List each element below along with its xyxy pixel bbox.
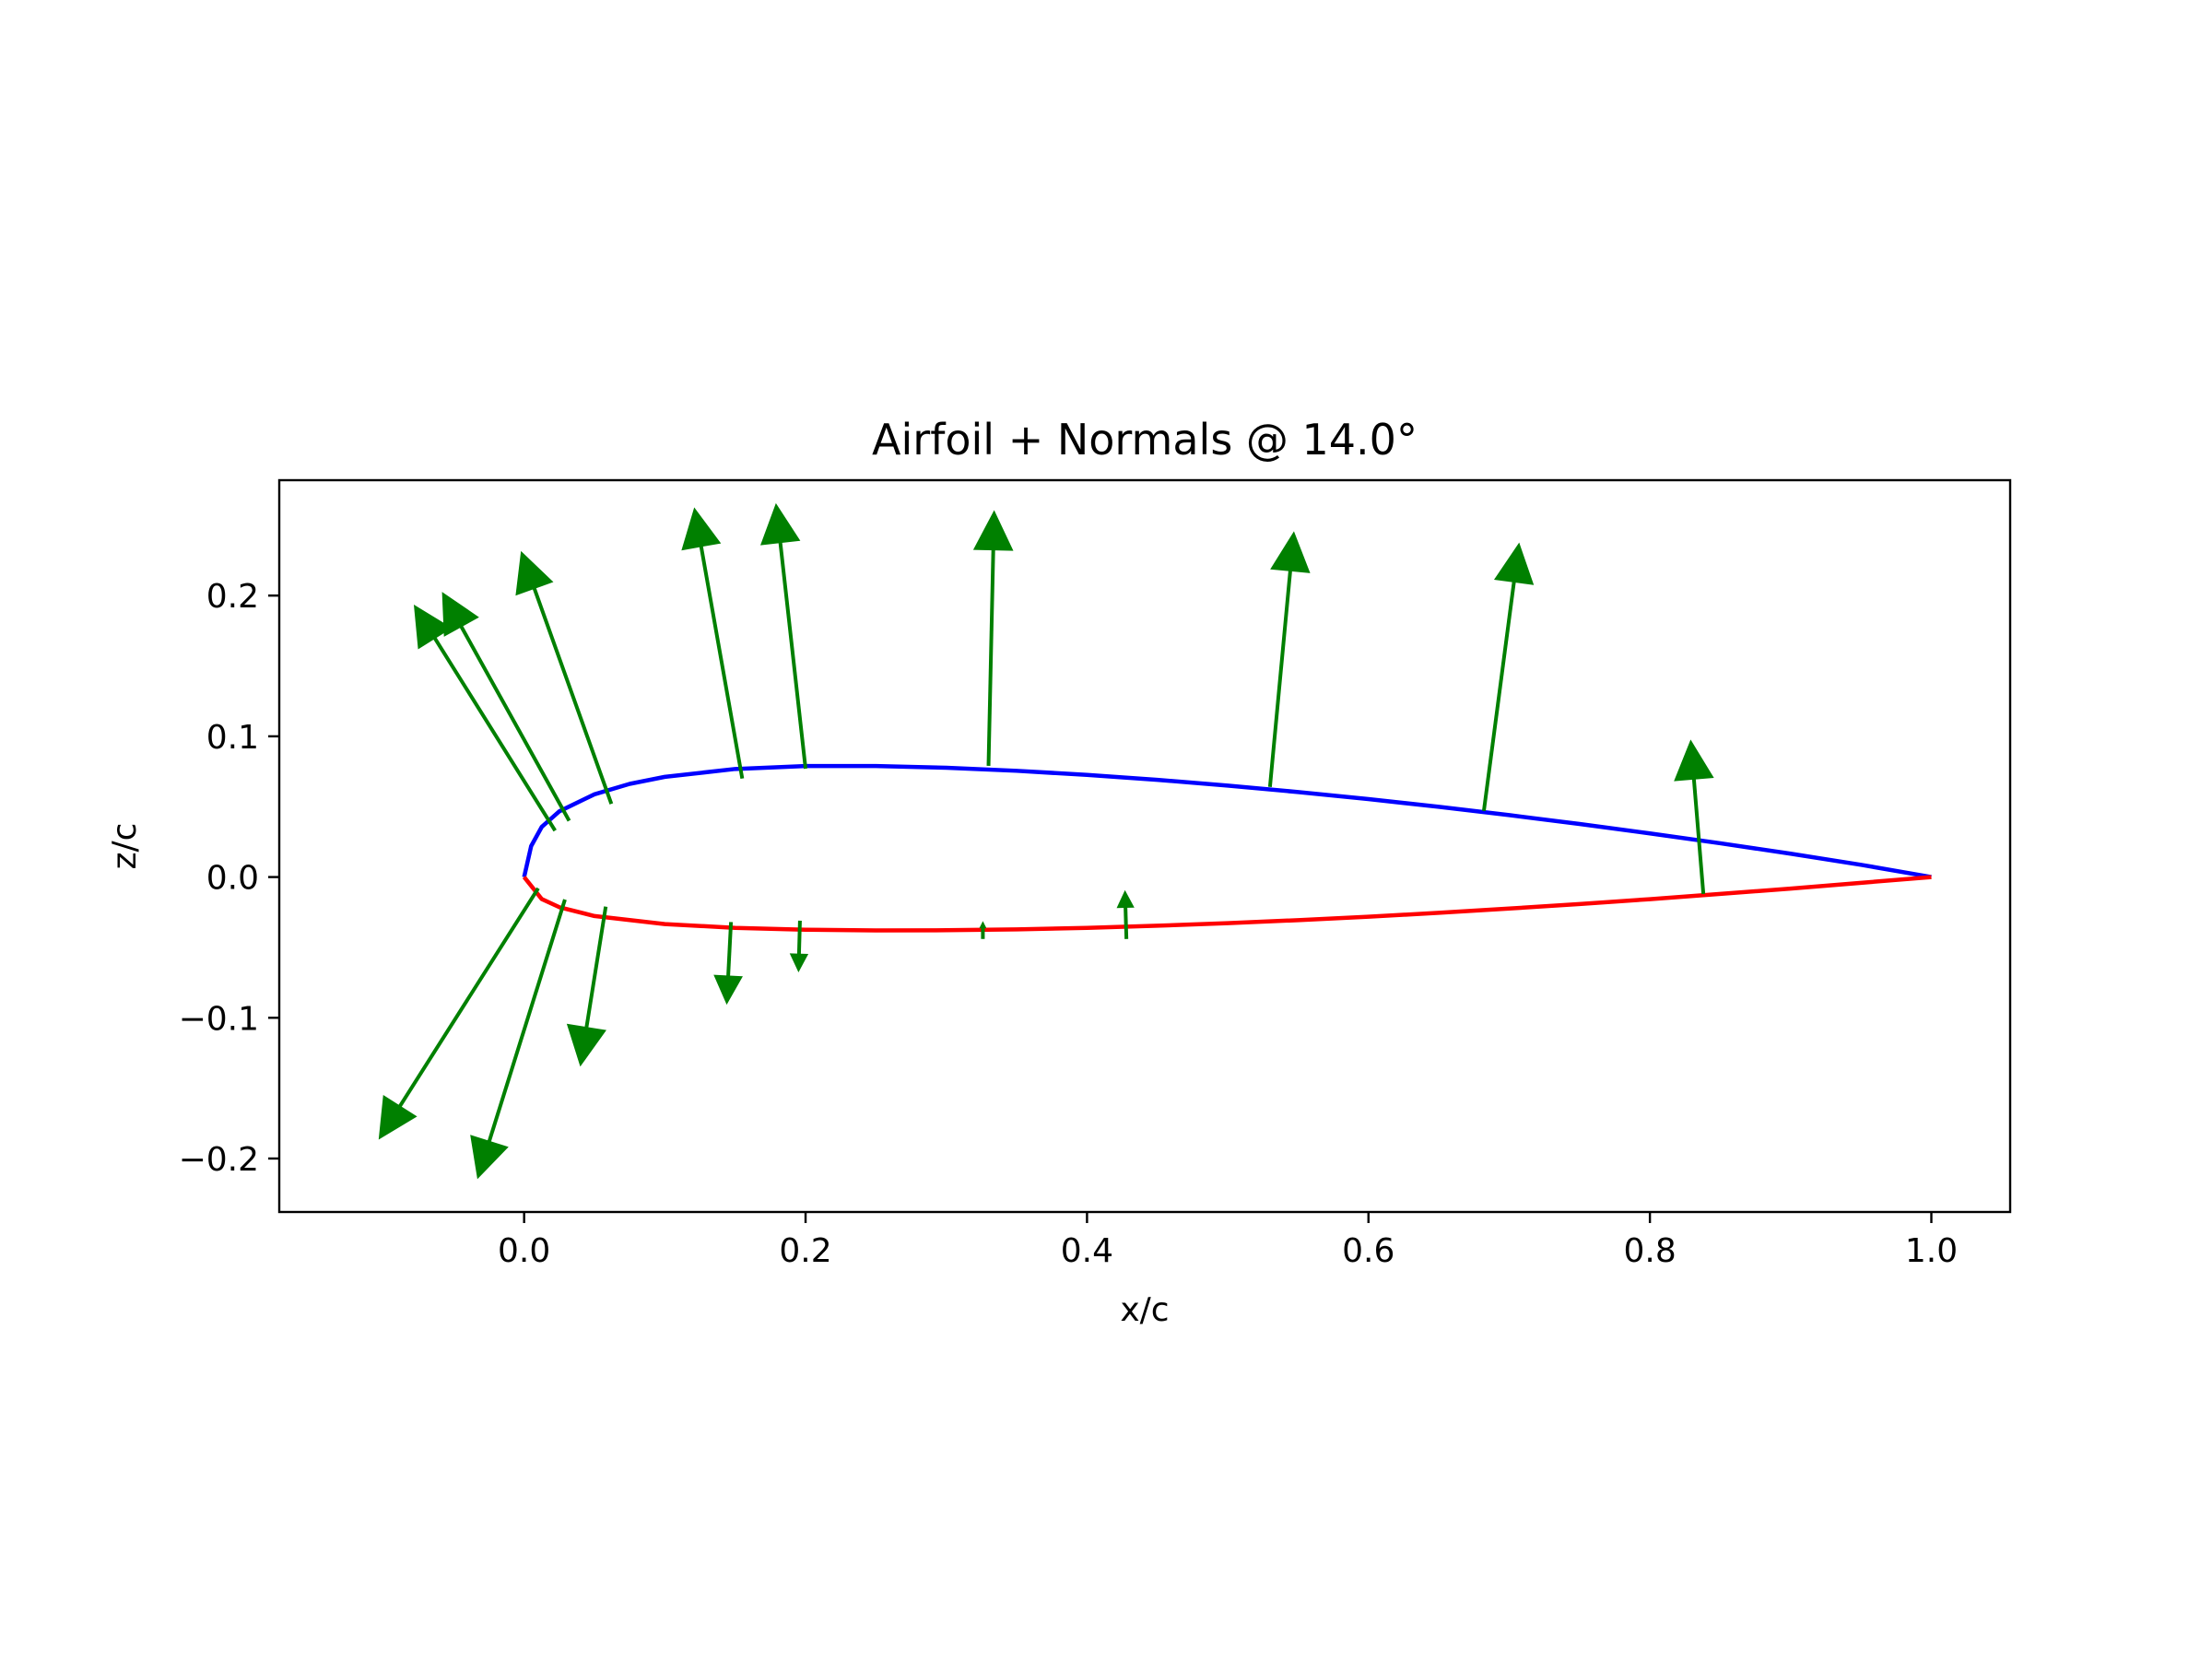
normal-vector-head (378, 1095, 418, 1140)
normal-vector-head (1674, 739, 1714, 782)
normal-vector-14 (789, 920, 809, 973)
normal-vector-head (413, 604, 453, 650)
normal-vector-8 (1481, 542, 1535, 812)
y-tick-label: 0.2 (206, 578, 259, 616)
normal-vector-head (681, 507, 722, 551)
x-tick-label: 0.4 (1061, 1232, 1113, 1270)
y-tick-label: 0.0 (206, 860, 259, 898)
normal-vector-13 (713, 922, 743, 1006)
lower-surface-line (522, 875, 1932, 933)
normal-vector-head (441, 592, 479, 637)
normal-vector-shaft (584, 906, 608, 1029)
normal-vector-shaft (433, 637, 557, 832)
x-axis-ticks: 0.0 0.2 0.4 0.6 0.8 1.0 (498, 1212, 1958, 1270)
normal-vector-shaft (532, 587, 614, 805)
normal-vector-head (979, 921, 987, 929)
normal-vector-head (760, 502, 801, 546)
normal-vector-head (1116, 889, 1135, 909)
plot-layer (378, 502, 1932, 1180)
normal-vector-11 (470, 899, 567, 1180)
normal-vector-shaft (1124, 907, 1129, 939)
normal-vector-9 (1674, 739, 1714, 895)
y-tick-label: −0.1 (179, 1000, 259, 1038)
normal-vector-7 (1267, 531, 1311, 788)
y-tick-label: −0.2 (179, 1141, 259, 1179)
x-tick-label: 0.6 (1342, 1232, 1394, 1270)
normal-vector-shaft (726, 922, 734, 977)
y-axis-label: z/c (106, 823, 144, 870)
plot-frame (277, 478, 2012, 1214)
x-axis-label: x/c (1120, 1291, 1169, 1329)
normal-vector-shaft (699, 546, 745, 780)
normal-vector-head (713, 974, 743, 1006)
normal-vector-shaft (1481, 582, 1516, 812)
normal-vector-15 (979, 921, 987, 939)
normal-vector-4 (681, 507, 745, 780)
normal-vector-10 (378, 887, 540, 1140)
normal-vector-1 (413, 604, 557, 832)
normal-vector-5 (760, 502, 808, 770)
normal-vector-head (470, 1135, 509, 1180)
upper-surface-line (522, 763, 1932, 879)
normal-vector-shaft (1691, 779, 1706, 895)
normal-vector-shaft (986, 549, 995, 767)
x-tick-label: 0.2 (779, 1232, 831, 1270)
normal-vector-head (515, 550, 554, 596)
x-tick-label: 1.0 (1905, 1232, 1958, 1270)
normal-vector-shaft (796, 920, 802, 955)
normal-vector-12 (566, 906, 608, 1067)
normal-vector-head (566, 1023, 606, 1067)
normal-vector-head (789, 953, 809, 973)
normal-vector-16 (1116, 889, 1135, 939)
normal-vector-head (1270, 531, 1311, 573)
x-tick-label: 0.0 (498, 1232, 550, 1270)
chart-title: Airfoil + Normals @ 14.0° (872, 415, 1418, 465)
normal-vector-shaft (398, 887, 540, 1108)
y-axis-ticks: −0.2 −0.1 0.0 0.1 0.2 (179, 578, 279, 1179)
normal-vector-shaft (1267, 571, 1292, 788)
normal-vector-6 (972, 510, 1014, 767)
x-tick-label: 0.8 (1623, 1232, 1676, 1270)
normal-vector-shaft (778, 542, 808, 770)
normal-vector-head (1493, 542, 1535, 585)
normal-vector-shaft (459, 625, 571, 822)
normal-vector-head (972, 510, 1014, 551)
normal-vector-shaft (487, 899, 567, 1142)
normal-vector-2 (441, 592, 571, 822)
normal-vector-3 (515, 550, 614, 805)
y-tick-label: 0.1 (206, 719, 259, 757)
